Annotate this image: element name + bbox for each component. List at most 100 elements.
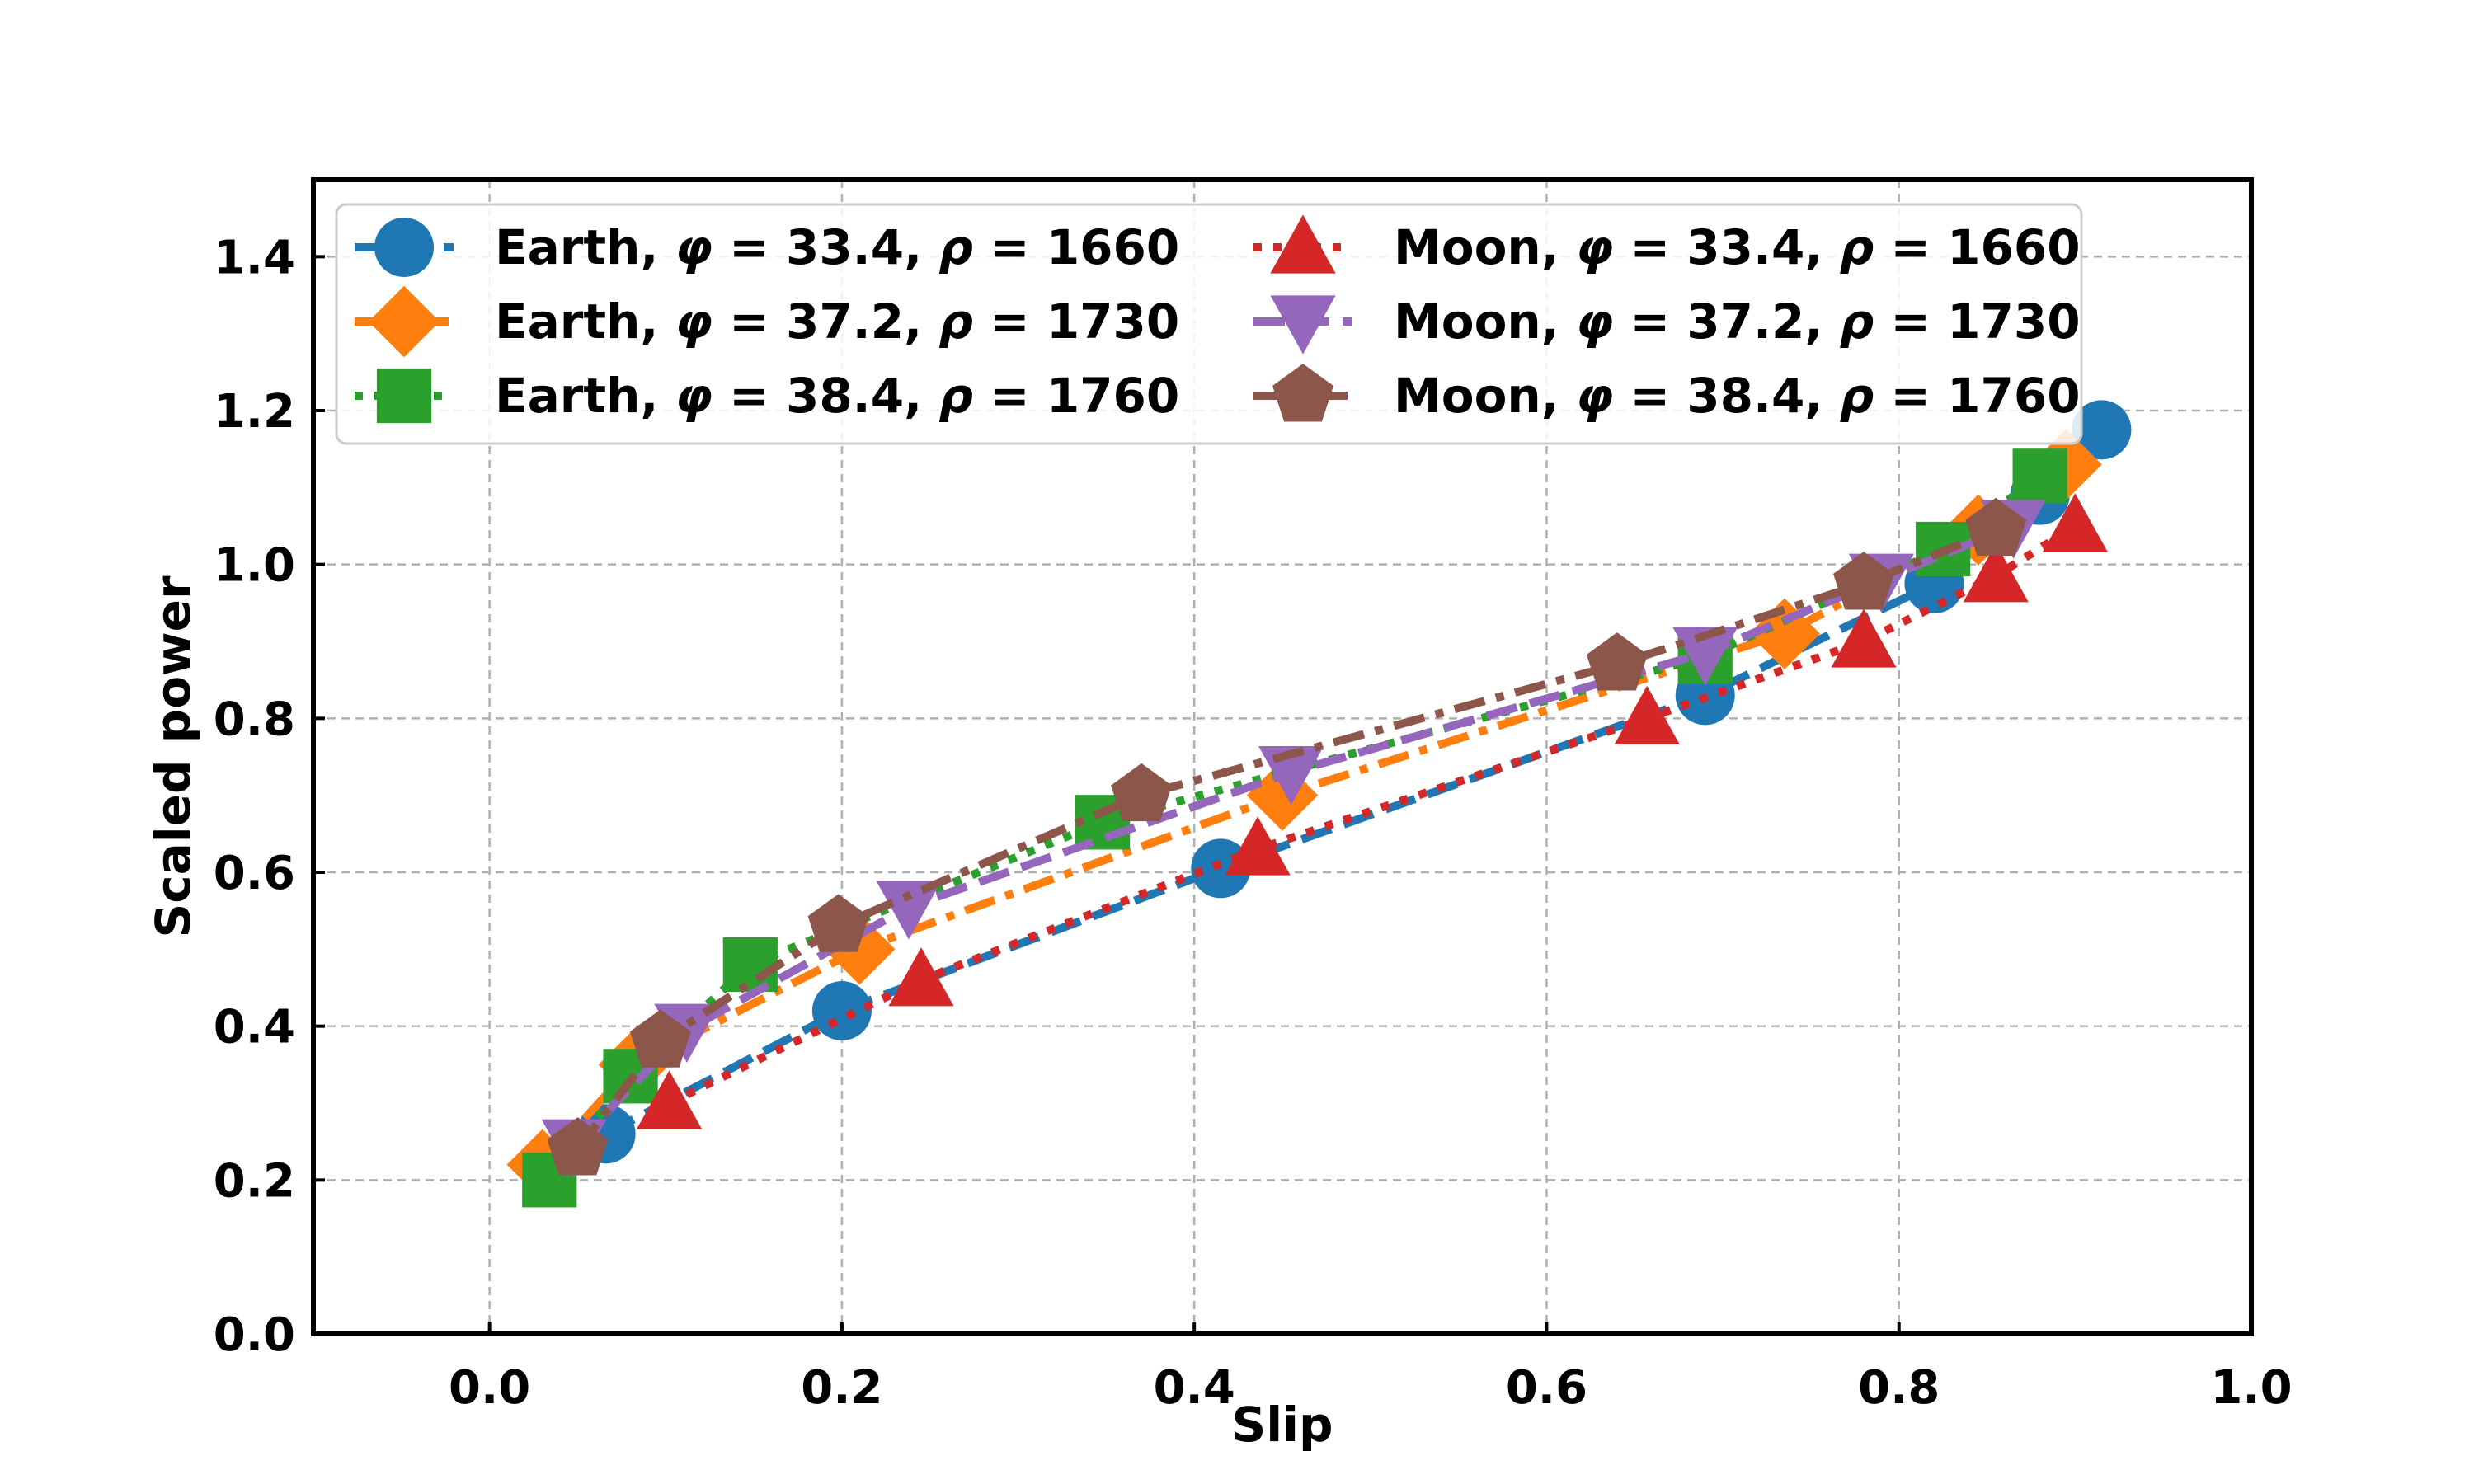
x-tick-label: 0.0 bbox=[449, 1361, 530, 1415]
data-point bbox=[1965, 497, 2027, 556]
legend-box bbox=[335, 203, 2083, 445]
ticks: 0.0 0.2 0.4 0.6 0.8 1.0 0.0 0.2 0.4 0.6 0.8 1.0 1.2 1… bbox=[214, 231, 2293, 1415]
data-point bbox=[1246, 759, 1319, 831]
legend-item: Moon, φ = 37.2, ρ = 1730 bbox=[1253, 294, 2081, 355]
data-point bbox=[1225, 816, 1291, 876]
legend-text-part: 37.2 bbox=[786, 294, 904, 350]
legend-text-part: = bbox=[973, 219, 1047, 275]
legend-text-part: Moon, bbox=[1394, 219, 1576, 275]
y-axis-label: Scaled power bbox=[145, 575, 201, 938]
legend-text-part: Moon, bbox=[1394, 294, 1576, 350]
x-axis-label: Slip bbox=[1231, 1397, 1333, 1453]
legend-text-part: = bbox=[713, 368, 786, 424]
data-point bbox=[722, 937, 778, 993]
legend-text-part: = bbox=[713, 294, 786, 350]
legend-symbol: ρ bbox=[938, 219, 973, 275]
series-layer bbox=[506, 400, 2132, 1208]
series-1 bbox=[506, 429, 2102, 1200]
legend-text-part: Earth, bbox=[495, 219, 675, 275]
data-point bbox=[636, 1070, 703, 1129]
data-point bbox=[876, 881, 942, 940]
legend-text-part: , bbox=[904, 294, 938, 350]
y-tick-label: 1.0 bbox=[214, 539, 295, 593]
x-tick-label: 0.4 bbox=[1154, 1361, 1235, 1415]
data-point bbox=[1833, 552, 1894, 610]
data-point bbox=[2012, 448, 2067, 504]
legend-symbol: φ bbox=[1576, 294, 1613, 350]
data-point bbox=[1111, 763, 1173, 822]
legend-item: Earth, φ = 37.2, ρ = 1730 bbox=[355, 285, 1179, 358]
legend-text-part: 1660 bbox=[1947, 219, 2080, 275]
legend-text-part: 33.4 bbox=[786, 219, 904, 275]
x-tick-label: 1.0 bbox=[2210, 1361, 2292, 1415]
legend-text-part: = bbox=[713, 219, 786, 275]
legend-marker bbox=[1270, 214, 1336, 274]
legend-marker bbox=[1272, 364, 1333, 422]
legend-text-part: 38.4 bbox=[786, 368, 904, 424]
legend-symbol: ρ bbox=[1840, 368, 1874, 424]
legend-label: Earth, φ = 37.2, ρ = 1730 bbox=[495, 294, 1179, 350]
y-tick-label: 0.0 bbox=[214, 1308, 295, 1362]
legend-symbol: φ bbox=[675, 368, 713, 424]
legend-text-part: Moon, bbox=[1394, 368, 1576, 424]
legend-symbol: φ bbox=[1576, 368, 1613, 424]
legend-text-part: = bbox=[973, 368, 1047, 424]
legend-label: Moon, φ = 38.4, ρ = 1760 bbox=[1394, 368, 2081, 424]
data-point bbox=[1586, 632, 1648, 691]
data-point bbox=[811, 981, 872, 1040]
legend-symbol: φ bbox=[1576, 219, 1613, 275]
y-tick-label: 0.2 bbox=[214, 1154, 295, 1208]
series-line bbox=[539, 461, 2069, 1168]
legend-text-part: 1760 bbox=[1947, 368, 2080, 424]
legend-symbol: ρ bbox=[938, 294, 973, 350]
y-tick-label: 0.4 bbox=[214, 1001, 295, 1054]
data-point bbox=[888, 947, 954, 1007]
legend-label: Moon, φ = 37.2, ρ = 1730 bbox=[1394, 294, 2081, 350]
legend-text-part: 1730 bbox=[1047, 294, 1179, 350]
legend-marker bbox=[374, 218, 434, 277]
legend-label: Earth, φ = 33.4, ρ = 1660 bbox=[495, 219, 1179, 275]
y-tick-label: 1.2 bbox=[214, 385, 295, 439]
legend-text-part: , bbox=[1804, 219, 1839, 275]
data-point bbox=[1672, 627, 1738, 686]
data-point bbox=[547, 1117, 609, 1176]
y-tick-label: 1.4 bbox=[214, 231, 295, 284]
legend-text-part: Earth, bbox=[495, 294, 675, 350]
legend-text-part: 1730 bbox=[1947, 294, 2080, 350]
legend-symbol: ρ bbox=[1840, 294, 1874, 350]
legend-text-part: 1760 bbox=[1047, 368, 1179, 424]
legend-text-part: = bbox=[1613, 368, 1686, 424]
legend-text-part: 1660 bbox=[1047, 219, 1179, 275]
legend-item: Moon, φ = 38.4, ρ = 1760 bbox=[1253, 364, 2081, 424]
data-point bbox=[807, 894, 869, 952]
legend-marker bbox=[1270, 295, 1336, 355]
x-tick-label: 0.6 bbox=[1506, 1361, 1587, 1415]
data-point bbox=[2072, 400, 2132, 460]
legend-label: Earth, φ = 38.4, ρ = 1760 bbox=[495, 368, 1179, 424]
data-point bbox=[1831, 608, 1897, 668]
legend-symbol: ρ bbox=[1840, 219, 1874, 275]
data-point bbox=[2042, 493, 2108, 552]
legend-text-part: 38.4 bbox=[1686, 368, 1804, 424]
legend-text-part: , bbox=[1804, 294, 1839, 350]
legend-label: Moon, φ = 33.4, ρ = 1660 bbox=[1394, 219, 2081, 275]
legend-text-part: = bbox=[1874, 368, 1947, 424]
y-tick-label: 0.8 bbox=[214, 693, 295, 746]
legend-text-part: = bbox=[973, 294, 1047, 350]
legend-symbol: φ bbox=[675, 219, 713, 275]
y-tick-label: 0.6 bbox=[214, 847, 295, 900]
series-5 bbox=[547, 497, 2027, 1176]
legend-item: Earth, φ = 33.4, ρ = 1660 bbox=[355, 218, 1179, 277]
legend-marker bbox=[376, 368, 432, 424]
data-point bbox=[1614, 685, 1680, 745]
legend-marker bbox=[368, 285, 440, 358]
legend-text-part: = bbox=[1613, 294, 1686, 350]
series-2 bbox=[522, 448, 2067, 1208]
legend-text-part: Earth, bbox=[495, 368, 675, 424]
data-point bbox=[824, 913, 896, 985]
legend-text-part: 33.4 bbox=[1686, 219, 1804, 275]
legend-text-part: , bbox=[1804, 368, 1839, 424]
data-point bbox=[1963, 543, 2029, 603]
